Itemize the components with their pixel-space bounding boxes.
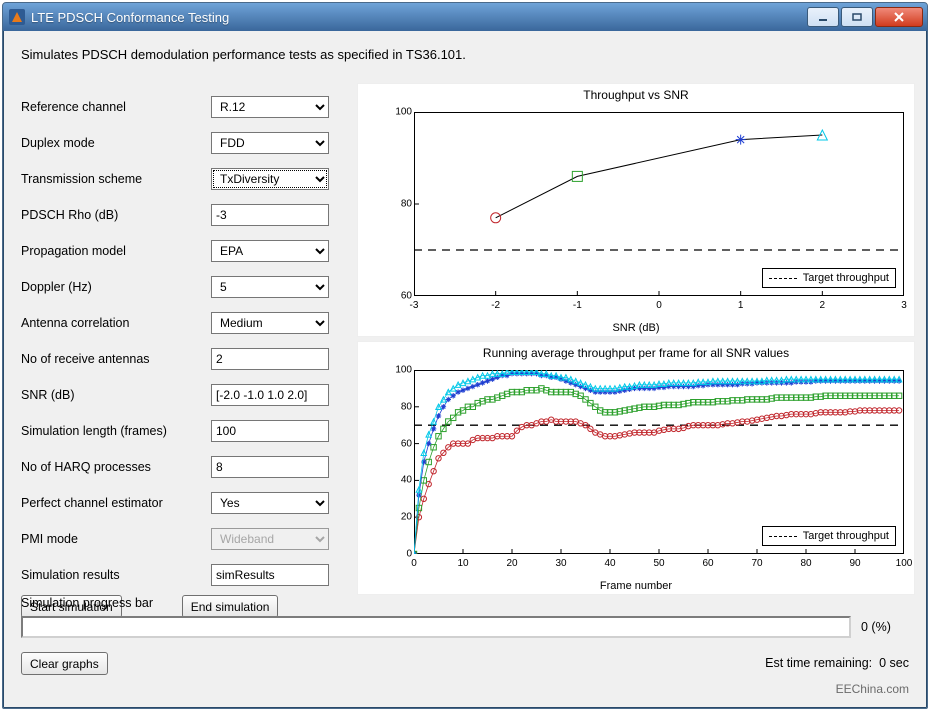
form-panel: Reference channel R.12 Duplex mode FDD T…	[21, 89, 345, 618]
label-pdsch-rho: PDSCH Rho (dB)	[21, 208, 211, 222]
label-duplex-mode: Duplex mode	[21, 136, 211, 150]
sim-len-input[interactable]	[211, 420, 329, 442]
label-sim-len: Simulation length (frames)	[21, 424, 211, 438]
label-perfect-est: Perfect channel estimator	[21, 496, 211, 510]
progress-value: 0 (%)	[861, 620, 911, 634]
throughput-vs-snr-plot: Throughput vs SNR Throughput in percenta…	[357, 83, 915, 337]
window-frame: LTE PDSCH Conformance Testing Simulates …	[2, 2, 928, 709]
window-title: LTE PDSCH Conformance Testing	[31, 10, 807, 25]
close-button[interactable]	[875, 7, 923, 27]
harq-input[interactable]	[211, 456, 329, 478]
label-pmi-mode: PMI mode	[21, 532, 211, 546]
legend-dash-icon	[769, 278, 797, 279]
description-text: Simulates PDSCH demodulation performance…	[21, 47, 466, 62]
chart-title: Throughput vs SNR	[358, 88, 914, 102]
chart-legend: Target throughput	[762, 268, 896, 288]
chart-xlabel: Frame number	[358, 580, 914, 592]
snr-input[interactable]	[211, 384, 329, 406]
label-snr: SNR (dB)	[21, 388, 211, 402]
label-tx-scheme: Transmission scheme	[21, 172, 211, 186]
duplex-mode-select[interactable]: FDD	[211, 132, 329, 154]
perfect-est-select[interactable]: Yes	[211, 492, 329, 514]
plots-panel: Throughput vs SNR Throughput in percenta…	[357, 83, 915, 588]
pmi-mode-select: Wideband	[211, 528, 329, 550]
progress-panel: Simulation progress bar 0 (%) Clear grap…	[21, 596, 911, 696]
label-harq: No of HARQ processes	[21, 460, 211, 474]
label-rx-ant: No of receive antennas	[21, 352, 211, 366]
rx-ant-input[interactable]	[211, 348, 329, 370]
chart-legend: Target throughput	[762, 526, 896, 546]
label-reference-channel: Reference channel	[21, 100, 211, 114]
pdsch-rho-input[interactable]	[211, 204, 329, 226]
reference-channel-select[interactable]: R.12	[211, 96, 329, 118]
running-average-plot: Running average throughput per frame for…	[357, 341, 915, 595]
progress-bar	[21, 616, 851, 638]
chart-title: Running average throughput per frame for…	[358, 346, 914, 360]
prop-model-select[interactable]: EPA	[211, 240, 329, 262]
est-time-remaining: Est time remaining: 0 sec	[765, 656, 909, 670]
app-icon	[9, 9, 25, 25]
doppler-select[interactable]: 5	[211, 276, 329, 298]
minimize-button[interactable]	[807, 7, 839, 27]
clear-graphs-button[interactable]: Clear graphs	[21, 652, 108, 675]
titlebar[interactable]: LTE PDSCH Conformance Testing	[3, 3, 927, 31]
chart-xlabel: SNR (dB)	[358, 322, 914, 334]
legend-text: Target throughput	[803, 272, 889, 284]
client-area: Simulates PDSCH demodulation performance…	[9, 33, 921, 702]
label-ant-corr: Antenna correlation	[21, 316, 211, 330]
label-doppler: Doppler (Hz)	[21, 280, 211, 294]
legend-dash-icon	[769, 536, 797, 537]
progress-label: Simulation progress bar	[21, 596, 911, 610]
legend-text: Target throughput	[803, 530, 889, 542]
tx-scheme-select[interactable]: TxDiversity	[211, 168, 329, 190]
ant-corr-select[interactable]: Medium	[211, 312, 329, 334]
label-sim-results: Simulation results	[21, 568, 211, 582]
watermark: EEChina.com	[836, 682, 909, 696]
maximize-button[interactable]	[841, 7, 873, 27]
label-prop-model: Propagation model	[21, 244, 211, 258]
sim-results-input[interactable]	[211, 564, 329, 586]
